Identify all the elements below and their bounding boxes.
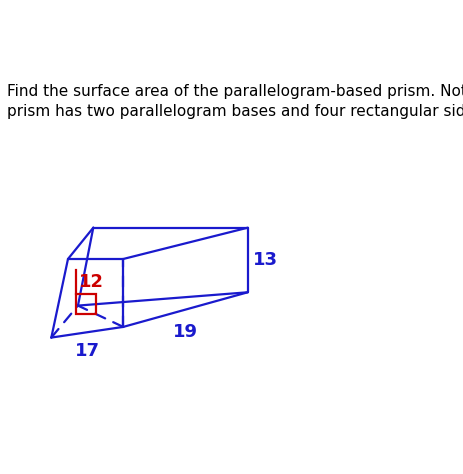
Text: 13: 13 [253,251,277,269]
Text: 17: 17 [75,342,100,360]
Text: Find the surface area of the parallelogram-based prism. Note: the
prism has two : Find the surface area of the parallelogr… [6,84,463,119]
Bar [76,293,96,314]
Text: 12: 12 [78,273,103,291]
Text: 19: 19 [173,323,198,341]
